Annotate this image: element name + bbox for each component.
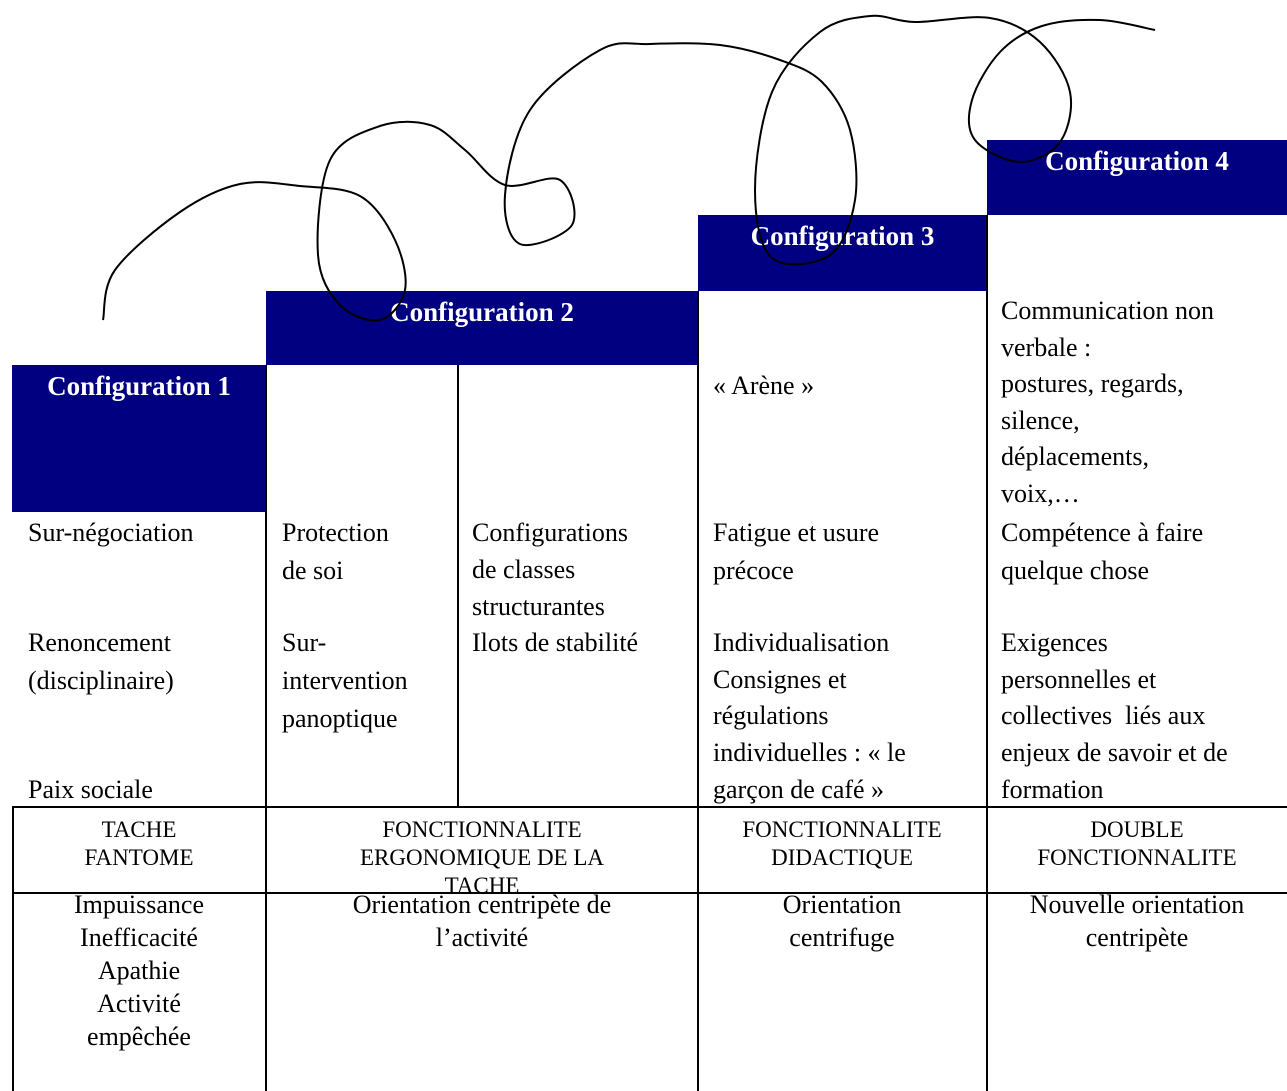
border bbox=[986, 215, 988, 1091]
border bbox=[265, 365, 267, 1091]
spiral-line bbox=[102, 14, 1156, 322]
text-line: Protection bbox=[282, 518, 389, 547]
config-header: Configuration 3 bbox=[698, 215, 987, 291]
text-line: Impuissance bbox=[74, 890, 204, 919]
text-line: enjeux de savoir et de bbox=[1001, 738, 1228, 768]
text-line: formation bbox=[1001, 774, 1104, 804]
text-line: (disciplinaire) bbox=[28, 666, 174, 695]
text-line: de classes bbox=[472, 555, 576, 584]
text-line: Sur- bbox=[282, 628, 327, 657]
text-line: ERGONOMIQUE DE LA bbox=[359, 845, 605, 870]
border bbox=[12, 807, 14, 1091]
text-line: Activité bbox=[97, 989, 181, 1018]
text-line: collectives liés aux bbox=[1001, 701, 1206, 731]
text-line: FANTOME bbox=[84, 845, 194, 870]
text-line: FONCTIONNALITE bbox=[742, 817, 942, 842]
border bbox=[12, 806, 1287, 808]
text-line: Configurations bbox=[472, 518, 628, 547]
text-line: Inefficacité bbox=[80, 923, 198, 952]
text-line: individuelles : « le bbox=[713, 738, 906, 768]
text-line: panoptique bbox=[282, 704, 398, 733]
text-line: Consignes et bbox=[713, 664, 847, 694]
text-line: garçon de café » bbox=[713, 774, 885, 804]
text-line: FONCTIONNALITE bbox=[1037, 845, 1237, 870]
text-line: Communication non bbox=[1001, 296, 1215, 325]
text-line: TACHE bbox=[101, 817, 177, 842]
text-line: empêchée bbox=[87, 1022, 191, 1051]
config-header: Configuration 4 bbox=[987, 140, 1287, 215]
text-line: DIDACTIQUE bbox=[771, 845, 913, 870]
text-line: Exigences bbox=[1001, 628, 1108, 657]
text-line: centrifuge bbox=[789, 923, 895, 952]
text-line: Orientation bbox=[782, 890, 902, 919]
border bbox=[697, 291, 699, 1091]
text-line: Paix sociale bbox=[28, 775, 153, 804]
text-line: Renoncement bbox=[28, 628, 171, 657]
text-line: quelque chose bbox=[1001, 556, 1150, 585]
text-line: Sur-négociation bbox=[28, 518, 194, 547]
text-line: Orientation centripète de bbox=[352, 890, 612, 919]
text-line: précoce bbox=[713, 556, 794, 585]
text-line: déplacements, bbox=[1001, 442, 1149, 472]
config-header: Configuration 1 bbox=[12, 365, 266, 512]
text-line: « Arène » bbox=[713, 371, 815, 400]
text-line: Compétence à faire bbox=[1001, 518, 1204, 547]
text-line: FONCTIONNALITE bbox=[382, 817, 582, 842]
text-line: Fatigue et usure bbox=[713, 518, 880, 547]
text-line: structurantes bbox=[472, 592, 605, 621]
border bbox=[12, 892, 1287, 894]
text-line: de soi bbox=[282, 556, 344, 585]
spiral bbox=[102, 14, 1156, 322]
text-line: postures, regards, bbox=[1001, 369, 1184, 399]
text-line: régulations bbox=[713, 701, 829, 731]
text-line: intervention bbox=[282, 666, 408, 695]
text-line: Apathie bbox=[97, 956, 181, 985]
text-line: voix,… bbox=[1001, 479, 1080, 508]
text-line: DOUBLE bbox=[1090, 817, 1184, 842]
text-line: Ilots de stabilité bbox=[472, 628, 639, 657]
text-line: silence, bbox=[1001, 405, 1080, 435]
text-line: personnelles et bbox=[1001, 664, 1157, 694]
text-line: verbale : bbox=[1001, 332, 1092, 362]
border bbox=[457, 365, 459, 807]
text-line: centripète bbox=[1085, 923, 1189, 952]
text-line: Nouvelle orientation bbox=[1029, 890, 1245, 919]
text-line: l’activité bbox=[435, 923, 529, 952]
text-line: TACHE bbox=[444, 873, 520, 898]
text-line: Individualisation bbox=[713, 628, 890, 657]
